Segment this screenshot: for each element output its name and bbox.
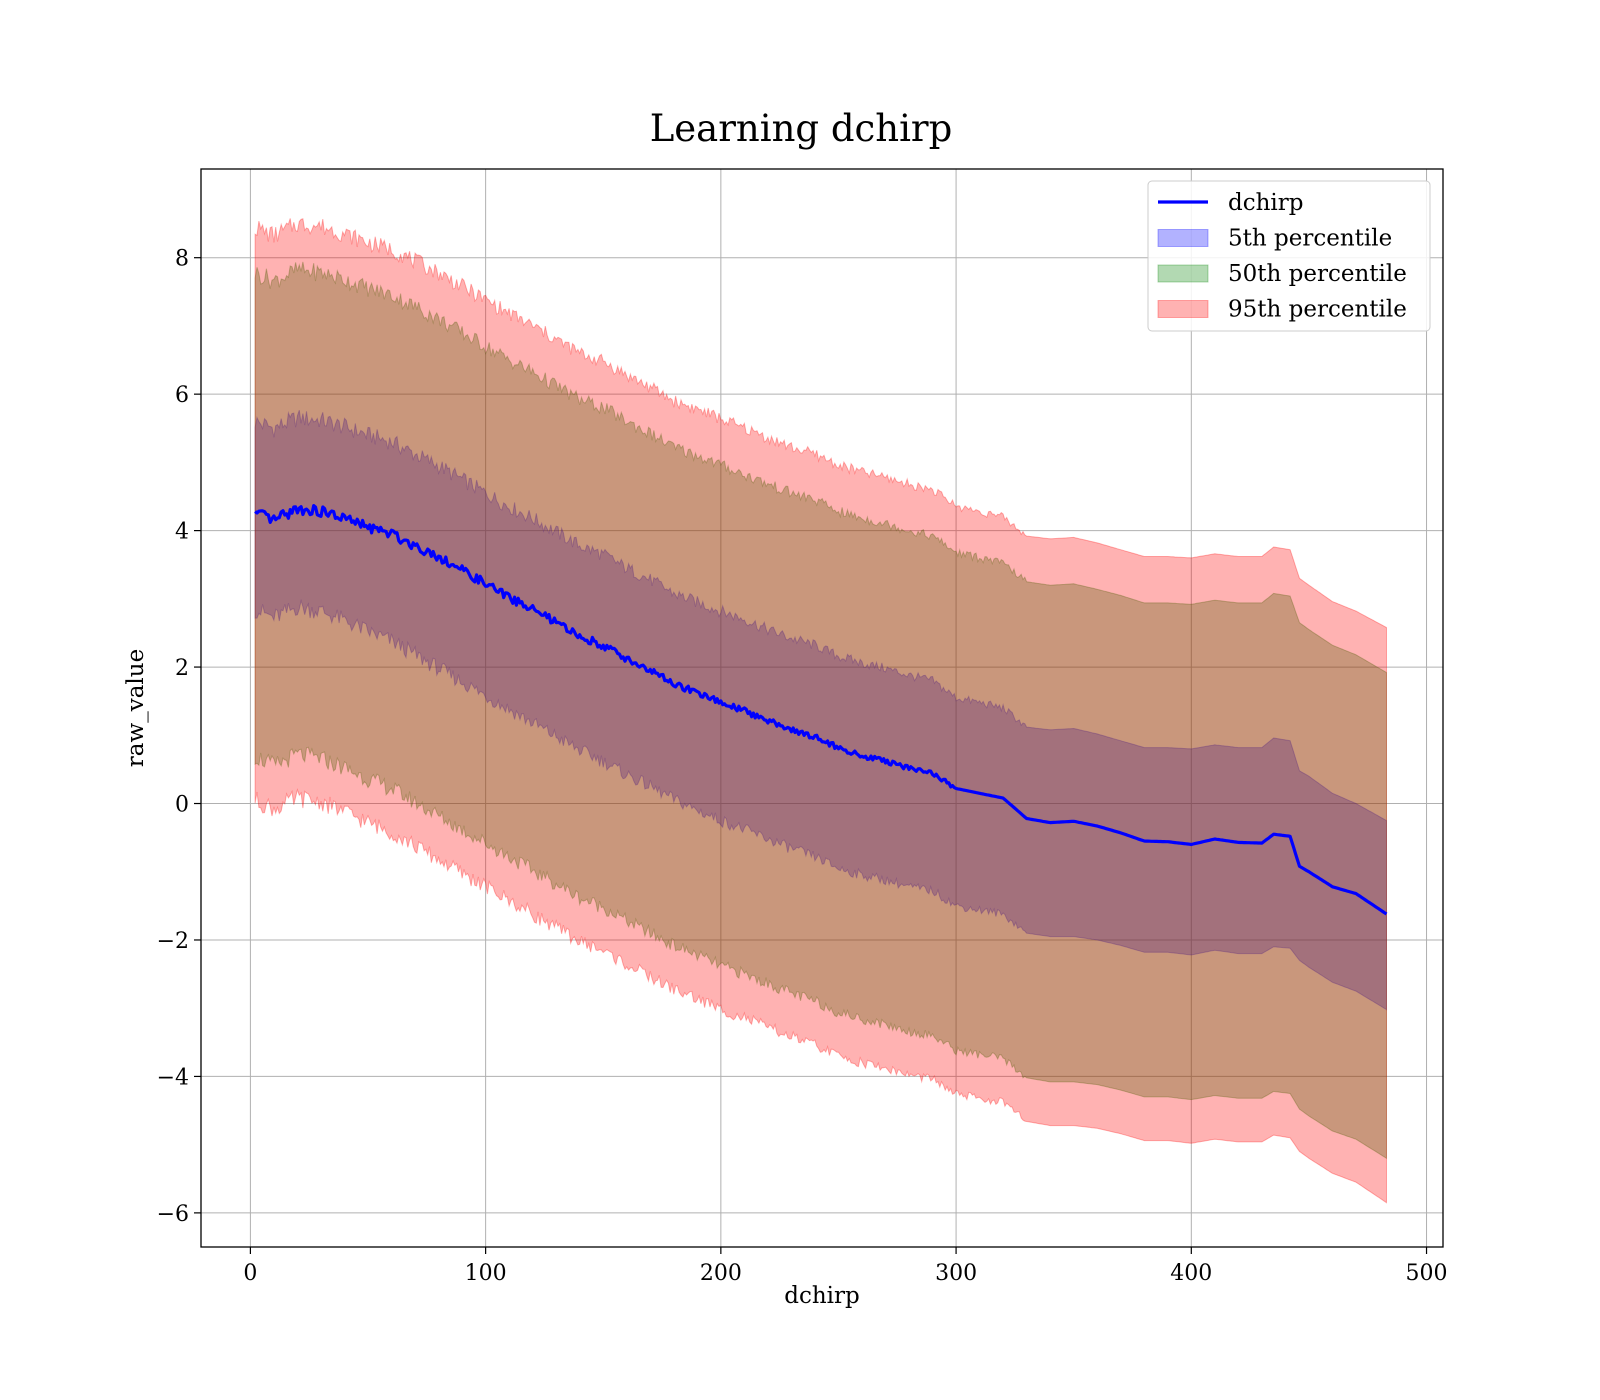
axis-ticks: 0 100 200 300 400 500 −6 −4 −2 0 2 4 6 8 xyxy=(157,247,1448,1286)
x-tick-label: 0 xyxy=(243,1261,257,1286)
x-tick-label: 500 xyxy=(1406,1261,1448,1286)
x-tick-label: 300 xyxy=(935,1261,977,1286)
line-dchirp xyxy=(254,504,1388,916)
y-tick-label: 8 xyxy=(175,247,189,272)
x-tick-label: 200 xyxy=(700,1261,742,1286)
legend-swatch xyxy=(1157,264,1209,283)
legend-label: 95th percentile xyxy=(1228,297,1407,323)
legend-box xyxy=(1147,180,1431,332)
band-95th-percentile xyxy=(254,218,1387,1204)
legend-label: 50th percentile xyxy=(1228,261,1407,287)
y-tick-label: 2 xyxy=(175,656,189,681)
y-tick-label: 6 xyxy=(175,383,189,408)
y-tick-label: −4 xyxy=(157,1065,189,1090)
legend: dchirp 5th percentile 50th percentile 95th … xyxy=(1147,180,1431,332)
legend-swatch xyxy=(1157,229,1209,247)
series-lines xyxy=(254,504,1388,916)
legend-label: 5th percentile xyxy=(1228,226,1392,252)
y-axis-label: raw_value xyxy=(123,649,149,767)
legend-swatch xyxy=(1157,300,1209,318)
y-tick-label: 0 xyxy=(175,793,189,818)
chart-title: Learning dchirp xyxy=(650,107,953,150)
x-tick-label: 400 xyxy=(1170,1261,1212,1286)
y-tick-label: −6 xyxy=(157,1202,189,1227)
plot-frame xyxy=(200,168,1444,1248)
band-5th-percentile xyxy=(254,410,1387,1011)
band-50th-percentile xyxy=(254,261,1387,1160)
y-tick-label: −2 xyxy=(157,929,189,954)
x-axis-label: dchirp xyxy=(784,1283,860,1309)
legend-label: dchirp xyxy=(1228,190,1304,216)
x-tick-label: 100 xyxy=(465,1261,507,1286)
percentile-bands xyxy=(254,218,1387,1204)
y-tick-label: 4 xyxy=(175,520,189,545)
